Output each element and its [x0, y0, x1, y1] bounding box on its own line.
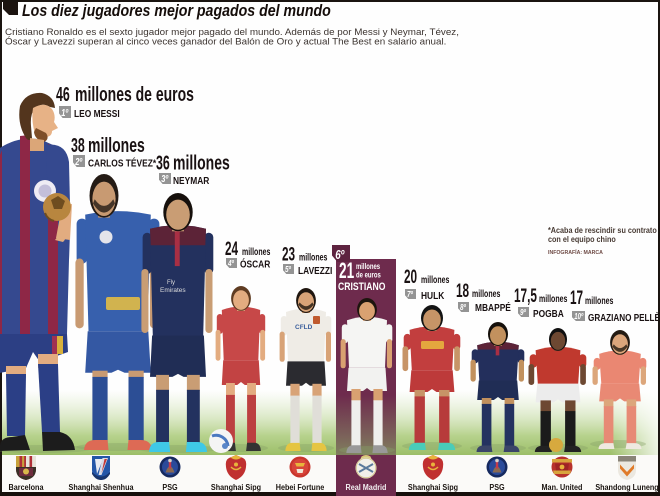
svg-text:9º: 9º — [520, 307, 527, 317]
svg-text:NEYMAR: NEYMAR — [173, 175, 209, 187]
svg-text:PSG: PSG — [162, 482, 177, 492]
svg-text:CRISTIANO: CRISTIANO — [338, 281, 386, 293]
svg-text:17,5: 17,5 — [514, 286, 537, 306]
svg-text:Shanghai Shenhua: Shanghai Shenhua — [69, 482, 135, 492]
svg-text:23: 23 — [282, 245, 295, 265]
svg-text:millones: millones — [539, 293, 568, 305]
svg-text:10º: 10º — [574, 314, 583, 322]
svg-text:de euros: de euros — [356, 269, 381, 279]
svg-text:Emirates: Emirates — [160, 287, 186, 294]
svg-text:Shanghai Sipg: Shanghai Sipg — [408, 482, 458, 492]
svg-text:17: 17 — [570, 288, 583, 308]
svg-text:millones: millones — [88, 133, 145, 156]
svg-text:24: 24 — [225, 239, 238, 259]
svg-text:Óscar y Lavezzi superan al cin: Óscar y Lavezzi superan al cinco veces g… — [5, 37, 446, 48]
svg-text:3º: 3º — [161, 173, 169, 184]
svg-text:Man. United: Man. United — [542, 482, 583, 492]
svg-text:millones: millones — [472, 288, 501, 300]
svg-text:20: 20 — [404, 267, 417, 287]
svg-text:4º: 4º — [227, 258, 235, 268]
svg-text:Cristiano Ronaldo es el sexto: Cristiano Ronaldo es el sexto jugador me… — [5, 27, 459, 38]
svg-text:millones: millones — [421, 274, 450, 286]
svg-text:5º: 5º — [285, 264, 292, 274]
svg-text:38: 38 — [71, 134, 85, 157]
svg-text:ÓSCAR: ÓSCAR — [240, 258, 270, 271]
svg-text:MBAPPÉ: MBAPPÉ — [475, 302, 511, 314]
svg-text:Barcelona: Barcelona — [9, 482, 44, 492]
svg-text:PSG: PSG — [489, 482, 504, 492]
svg-text:HULK: HULK — [421, 290, 444, 302]
svg-text:LEO MESSI: LEO MESSI — [74, 108, 120, 120]
svg-text:2º: 2º — [74, 156, 82, 167]
svg-text:46: 46 — [56, 83, 70, 106]
svg-text:millones de euros: millones de euros — [75, 82, 194, 105]
svg-text:millones: millones — [173, 151, 230, 174]
svg-text:Hebei Fortune: Hebei Fortune — [276, 482, 325, 492]
svg-text:*Acaba de rescindir su contrat: *Acaba de rescindir su contrato — [548, 225, 657, 235]
svg-text:millones: millones — [242, 246, 271, 258]
svg-text:INFOGRAFÍA: MARCA: INFOGRAFÍA: MARCA — [548, 248, 603, 256]
svg-text:con el equipo chino: con el equipo chino — [548, 234, 616, 244]
svg-text:Shandong Luneng: Shandong Luneng — [595, 482, 659, 492]
svg-text:CARLOS TÉVEZ*: CARLOS TÉVEZ* — [88, 158, 156, 170]
svg-text:millones: millones — [299, 251, 328, 263]
svg-text:Shanghai Sipg: Shanghai Sipg — [211, 482, 261, 492]
svg-text:18: 18 — [456, 281, 469, 301]
svg-text:8º: 8º — [460, 302, 467, 312]
svg-text:millones: millones — [356, 261, 380, 271]
svg-text:1º: 1º — [61, 107, 69, 118]
svg-text:GRAZIANO PELLÈ: GRAZIANO PELLÈ — [588, 311, 660, 323]
svg-text:Fly: Fly — [167, 280, 175, 286]
svg-text:CFLD: CFLD — [295, 324, 313, 331]
svg-text:36: 36 — [156, 151, 170, 174]
svg-text:Real Madrid: Real Madrid — [346, 482, 387, 492]
svg-text:millones: millones — [585, 295, 614, 307]
svg-text:POGBA: POGBA — [533, 308, 564, 320]
svg-text:Los diez jugadores mejor pagad: Los diez jugadores mejor pagados del mun… — [22, 2, 331, 20]
svg-text:21: 21 — [339, 258, 354, 283]
svg-text:6º: 6º — [335, 249, 345, 263]
svg-text:LAVEZZI: LAVEZZI — [298, 265, 332, 277]
svg-text:7º: 7º — [407, 289, 414, 299]
